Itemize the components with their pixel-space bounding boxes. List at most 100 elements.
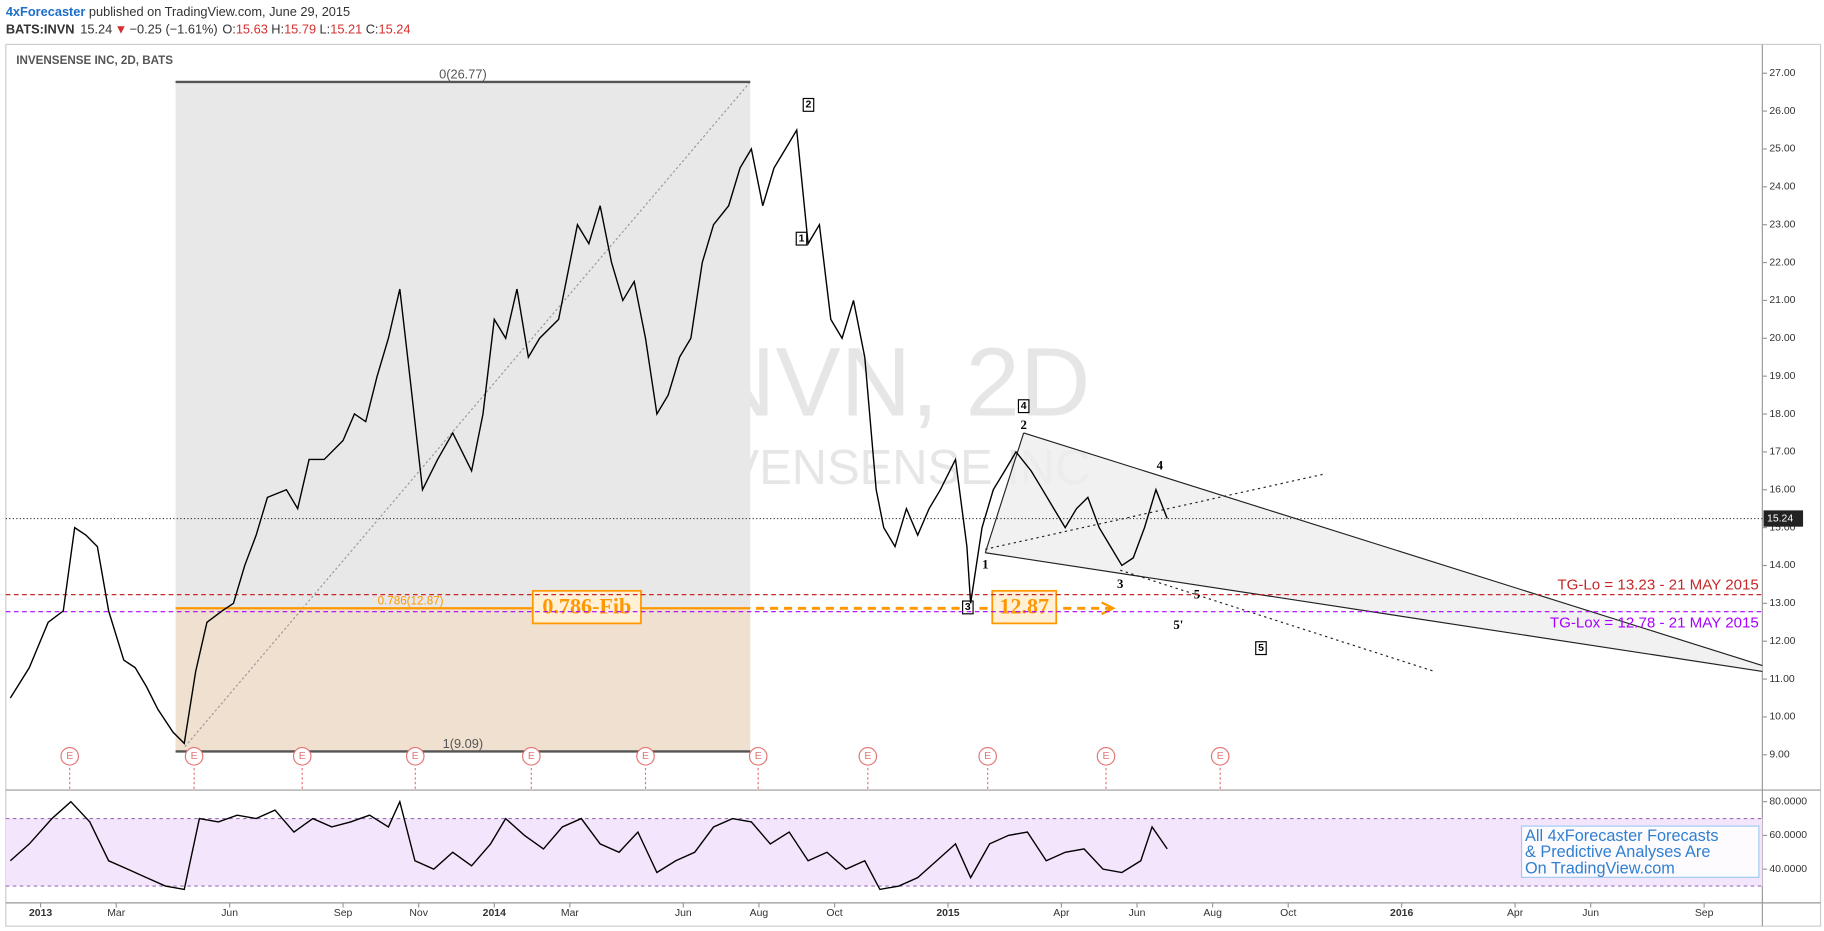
event-label: E [755,751,762,762]
y-tick-label: 15.00 [1769,522,1795,533]
y-tick-label: 13.00 [1769,598,1795,609]
event-marker [292,747,312,766]
event-label: E [1217,751,1224,762]
event-marker [636,747,655,766]
x-tick-label: Jun [1129,908,1146,919]
note-box [1520,825,1760,878]
trendline [1023,432,1763,667]
wave-box [795,231,808,246]
price: 15.24 [80,22,112,37]
note-line: All 4xForecaster Forecasts [1525,827,1718,845]
y-tick-label: 17.00 [1769,447,1795,458]
x-tick-label: Apr [1053,908,1070,919]
c-label: C: [366,22,379,37]
x-tick-label: 2016 [1390,908,1413,919]
y-tick-label: 40.0000 [1769,864,1807,875]
x-tick-label: Jun [675,908,692,919]
trendline [985,473,1327,550]
event-marker [978,747,997,766]
event-marker [184,747,204,766]
y-tick-label: 60.0000 [1769,830,1807,841]
y-tick-label: 80.0000 [1769,796,1807,807]
y-tick-label: 23.00 [1769,219,1795,230]
callout-box [531,589,642,625]
price-line [9,799,1168,891]
fib-diagonal [184,81,751,748]
plot: 9.00 10.00 11.00 12.00 13.00 14.00 15.00 16.00 1… [5,68,1807,919]
h-label: H: [271,22,284,37]
fib-label: 0(26.77) [439,66,487,81]
fib-label: 1(9.09) [443,736,484,751]
callout: 0.786-Fib [542,593,631,618]
x-tick-label: 2015 [936,908,959,919]
fib-zone [175,81,751,609]
y-tick-label: 9.00 [1769,750,1790,761]
x-tick-label: Sep [334,908,353,919]
fib-group: 0(26.77) 0.786(12.87) 1(9.09) 0.786-Fib 12.8… [175,66,1116,753]
callout-box [991,589,1058,625]
event-marker [858,747,878,766]
target-label: TG-Lo = 13.23 - 21 MAY 2015 [1557,576,1758,593]
wave-box [1017,399,1030,414]
event-label: E [299,751,306,762]
author[interactable]: 4xForecaster [6,4,86,19]
event-marker [1096,747,1116,766]
x-tick-label: Aug [750,908,769,919]
o-value: 15.63 [236,22,268,37]
boxed-wave-label: 4 [1021,401,1027,412]
event-label: E [66,751,73,762]
y-tick-label: 14.00 [1769,560,1795,571]
trendline [1120,569,1435,672]
x-tick-label: Oct [1280,908,1296,919]
y-tick-label: 27.00 [1769,68,1795,79]
event-label: E [528,751,535,762]
x-tick-label: Jun [221,908,238,919]
x-tick-label: Sep [1695,908,1714,919]
x-tick-label: 2014 [483,908,506,919]
callout: 12.87 [999,593,1049,618]
y-tick-label: 10.00 [1769,712,1795,723]
wave-label: 2 [1020,418,1026,432]
wave-label: 4 [1157,459,1164,473]
wave-box [802,97,815,112]
boxed-wave-label: 1 [799,233,805,244]
boxed-wave-label: 2 [806,100,812,111]
price-line [9,127,1168,745]
boxed-wave-label: 3 [965,602,971,613]
triangle-fill [985,432,1763,672]
symbol-line: BATS:INVN 15.24 ▼ −0.25 (−1.61%) O:15.63 H:15… [6,22,411,37]
event-label: E [412,751,419,762]
last-price-tag [1763,510,1804,527]
h-value: 15.79 [284,22,316,37]
event-label: E [642,751,649,762]
y-tick-label: 20.00 [1769,333,1795,344]
event-marker [405,747,425,766]
fib-label: 0.786(12.87) [378,594,444,607]
y-tick-label: 21.00 [1769,295,1795,306]
pane-title: INVENSENSE INC, 2D, BATS [16,54,173,67]
event-label: E [191,751,198,762]
note-line: On TradingView.com [1525,859,1675,877]
y-tick-label: 19.00 [1769,371,1795,382]
x-tick-label: Mar [561,908,580,919]
event-marker [748,747,768,766]
chart-frame [5,43,1822,927]
y-tick-label: 24.00 [1769,182,1795,193]
note-line: & Predictive Analyses Are [1525,843,1710,861]
l-label: L: [320,22,331,37]
rsi-band-fill [5,818,1763,887]
wave-label: 3 [1117,577,1123,591]
event-label: E [864,751,871,762]
y-tick-label: 25.00 [1769,144,1795,155]
symbol: BATS:INVN [6,22,75,37]
arrow: ▼ [115,22,128,37]
x-tick-label: 2013 [29,908,52,919]
c-value: 15.24 [378,22,410,37]
last-price-label: 15.24 [1767,513,1793,524]
target-label: TG-Lox = 12.78 - 21 MAY 2015 [1550,614,1759,631]
header-line: 4xForecaster published on TradingView.com… [6,4,350,19]
boxed-wave-labels: 1 2 3 4 5 [795,97,1267,656]
event-marker [1210,747,1230,766]
event-label: E [1103,751,1110,762]
y-tick-label: 16.00 [1769,485,1795,496]
